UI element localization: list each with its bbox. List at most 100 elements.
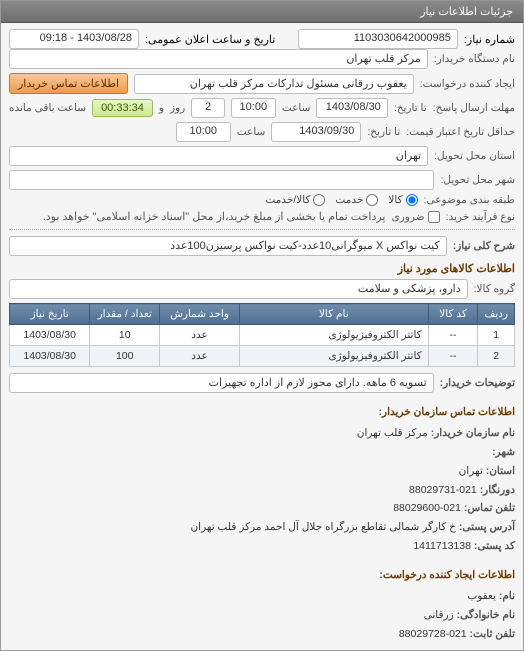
th-2: نام کالا — [239, 304, 428, 325]
creator-phone-value: 021-88029728 — [399, 628, 467, 640]
buyer-org-block: اطلاعات تماس سازمان خریدار: نام سازمان خ… — [9, 403, 515, 556]
creator-name-line: نام: یعقوب — [9, 587, 515, 606]
province-label: استان محل تحویل: — [434, 150, 515, 162]
org-phone-value: 021-88029600 — [393, 502, 461, 514]
buyer-org-city-line: شهر: — [9, 443, 515, 462]
row-province: استان محل تحویل: تهران — [9, 146, 515, 166]
org-fax-label: دورنگار: — [480, 484, 515, 496]
org-postcode-label: کد پستی: — [474, 540, 515, 552]
items-section-title: اطلاعات کالاهای مورد نیاز — [9, 262, 515, 275]
public-datetime-value: 1403/08/28 - 09:18 — [9, 29, 139, 49]
radio-kala-wrap[interactable]: کالا — [388, 194, 417, 206]
row-creator: ایجاد کننده درخواست: یعقوب زرقانی مسئول … — [9, 73, 515, 94]
buyer-notes-label: توضیحات خریدار: — [440, 377, 515, 389]
buyer-org-phone-line: تلفن تماس: 021-88029600 — [9, 499, 515, 518]
row-commodity-class: طبقه بندی موضوعی: کالا خدمت کالا/خدمت — [9, 194, 515, 206]
radio-kala-label: کالا — [388, 194, 402, 206]
device-name-value: مرکز قلب تهران — [9, 49, 428, 69]
buyer-org-name-line: نام سازمان خریدار: مرکز قلب تهران — [9, 424, 515, 443]
cell: 1 — [478, 325, 515, 346]
creator-value: یعقوب زرقانی مسئول تدارکات مرکز قلب تهرا… — [134, 74, 414, 94]
details-panel: جزئیات اطلاعات نیاز شماره نیاز: 11030306… — [0, 0, 524, 651]
purchase-process-label: نوع فرآیند خرید: — [446, 211, 515, 223]
check-zaroori-label: ضروری — [392, 211, 425, 223]
row-purchase-process: نوع فرآیند خرید: ضروری پرداخت تمام یا بخ… — [9, 210, 515, 223]
cell: کاتتر الکتروفیزیولوژی — [239, 346, 428, 367]
saat-label-2: ساعت — [237, 126, 266, 138]
radio-khedmat-label: خدمت — [335, 194, 363, 206]
th-3: واحد شمارش — [160, 304, 240, 325]
check-zaroori[interactable] — [428, 211, 440, 223]
org-fax-value: 021-88029731 — [409, 484, 477, 496]
creator-family-label: نام خانوادگی: — [457, 609, 515, 621]
row-deadline: مهلت ارسال پاسخ: تا تاریخ: 1403/08/30 سا… — [9, 98, 515, 118]
radio-khedmat-wrap[interactable]: خدمت — [335, 194, 378, 206]
org-address-label: آدرس پستی: — [459, 521, 515, 533]
org-address-value: خ کارگر شمالی تقاطع بزرگراه جلال آل احمد… — [190, 521, 456, 533]
cell: -- — [428, 325, 478, 346]
row-need-desc: شرح کلی نیاز: کیت نواکس X میوگرانی10عدد-… — [9, 236, 515, 256]
row-city: شهر محل تحویل: — [9, 170, 515, 190]
cell: کاتتر الکتروفیزیولوژی — [239, 325, 428, 346]
th-1: کد کالا — [428, 304, 478, 325]
remaining-label: ساعت باقی مانده — [9, 102, 86, 114]
deadline-label: مهلت ارسال پاسخ: — [433, 102, 515, 114]
th-5: تاریخ نیاز — [10, 304, 90, 325]
row-need-number: شماره نیاز: 1103030642000985 تاریخ و ساع… — [9, 29, 515, 49]
goods-group-value: دارو، پزشکی و سلامت — [9, 279, 468, 299]
divider-1 — [9, 229, 515, 230]
buyer-contact-button[interactable]: اطلاعات تماس خریدار — [9, 73, 128, 94]
buyer-org-province-line: استان: تهران — [9, 462, 515, 481]
cell: 1403/08/30 — [10, 346, 90, 367]
cell: عدد — [160, 346, 240, 367]
deadline-time-value: 10:00 — [231, 98, 276, 118]
creator-name-value: یعقوب — [467, 590, 496, 602]
cell: 1403/08/30 — [10, 325, 90, 346]
device-name-label: نام دستگاه خریدار: — [434, 53, 515, 65]
goods-group-label: گروه کالا: — [474, 283, 515, 295]
need-desc-value: کیت نواکس X میوگرانی10عدد-کیت نواکس پرسی… — [9, 236, 447, 256]
request-creator-label: ایجاد کننده درخواست: — [420, 78, 515, 90]
creator-family-line: نام خانوادگی: زرقانی — [9, 606, 515, 625]
org-province-value: تهران — [459, 465, 483, 477]
cell: 100 — [90, 346, 160, 367]
commodity-radio-group: کالا خدمت کالا/خدمت — [265, 194, 417, 206]
panel-body: شماره نیاز: 1103030642000985 تاریخ و ساع… — [1, 23, 523, 650]
org-postcode-value: 1411713138 — [413, 540, 471, 552]
city-label: شهر محل تحویل: — [440, 174, 515, 186]
need-desc-label: شرح کلی نیاز: — [453, 240, 515, 252]
days-remaining-value: 2 — [191, 98, 225, 118]
creator-phone-line: تلفن ثابت: 021-88029728 — [9, 625, 515, 644]
deadline-date-value: 1403/08/30 — [316, 98, 387, 118]
price-validity-label: حداقل تاریخ اعتبار قیمت: — [406, 126, 515, 138]
cell: 2 — [478, 346, 515, 367]
public-datetime-label: تاریخ و ساعت اعلان عمومی: — [145, 33, 275, 46]
va-label: و — [159, 102, 164, 114]
th-4: تعداد / مقدار — [90, 304, 160, 325]
creator-phone-label: تلفن ثابت: — [470, 628, 515, 640]
table-row: 1 -- کاتتر الکتروفیزیولوژی عدد 10 1403/0… — [10, 325, 515, 346]
radio-kalakhedmat[interactable] — [313, 194, 325, 206]
items-table: ردیف کد کالا نام کالا واحد شمارش تعداد /… — [9, 303, 515, 367]
radio-kala[interactable] — [406, 194, 418, 206]
radio-kalakhedmat-label: کالا/خدمت — [265, 194, 310, 206]
need-number-label: شماره نیاز: — [464, 33, 515, 46]
commodity-class-label: طبقه بندی موضوعی: — [424, 194, 515, 206]
buyer-org-address-line: آدرس پستی: خ کارگر شمالی تقاطع بزرگراه ج… — [9, 518, 515, 537]
th-0: ردیف — [478, 304, 515, 325]
cell: -- — [428, 346, 478, 367]
until-date2-label: تا تاریخ: — [367, 126, 400, 138]
items-table-head: ردیف کد کالا نام کالا واحد شمارش تعداد /… — [10, 304, 515, 325]
org-province-label: استان: — [486, 465, 515, 477]
province-value: تهران — [9, 146, 428, 166]
time-remaining-badge: 00:33:34 — [92, 99, 153, 117]
buyer-notes-value: تسویه 6 ماهه. دارای مجوز لازم از اداره ت… — [9, 373, 434, 393]
panel-title: جزئیات اطلاعات نیاز — [1, 1, 523, 23]
cell: عدد — [160, 325, 240, 346]
radio-khedmat[interactable] — [366, 194, 378, 206]
cell: 10 — [90, 325, 160, 346]
org-name-value: مرکز قلب تهران — [357, 427, 428, 439]
validity-time-value: 10:00 — [176, 122, 231, 142]
radio-kalakhedmat-wrap[interactable]: کالا/خدمت — [265, 194, 325, 206]
check-zaroori-wrap[interactable]: ضروری — [392, 211, 440, 223]
